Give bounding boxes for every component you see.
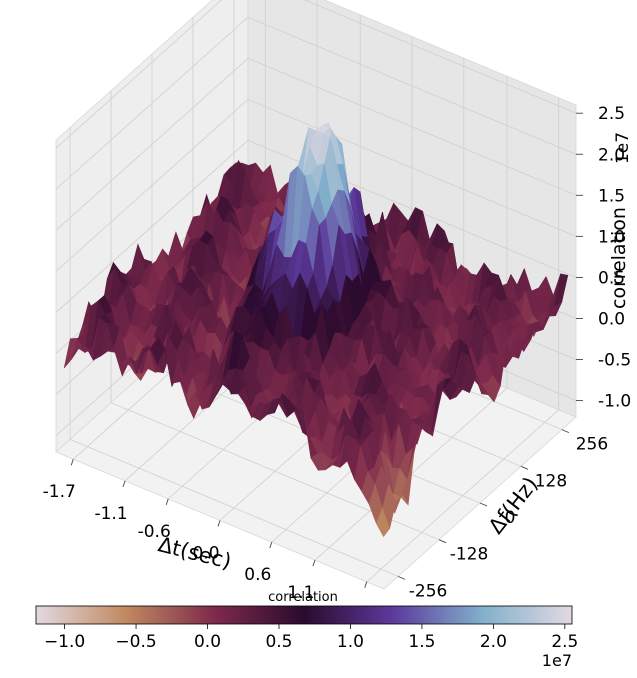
x-tick-label: 0.0	[192, 544, 219, 564]
colorbar-strip	[35, 605, 573, 625]
x-tick-label: 1.1	[287, 583, 314, 603]
colorbar-tick-label: 0.5	[265, 632, 292, 652]
x-tick-label: -1.1	[94, 504, 127, 524]
y-tick-mark	[479, 502, 488, 507]
x-tick-label: 0.6	[244, 565, 271, 585]
colorbar-tick-label: −0.5	[115, 632, 156, 652]
gridline	[303, 0, 577, 114]
y-tick-mark	[397, 575, 406, 580]
x-tick-label: -1.7	[43, 482, 76, 502]
gridline	[247, 57, 577, 196]
colorbar-tick-label: 0.0	[194, 632, 221, 652]
colorbar-multiplier: 1e7	[542, 651, 572, 670]
gridline	[55, 16, 249, 190]
y-tick-label: 128	[535, 471, 567, 491]
colorbar-tick-label: 2.0	[480, 632, 507, 652]
axes: -1.7-1.1-0.60.00.61.11.7-256-1280128256-…	[43, 104, 631, 625]
y-tick-label: 256	[576, 435, 608, 455]
surface-plot	[63, 122, 569, 538]
colorbar-tick-label: 2.5	[551, 632, 578, 652]
y-tick-label: -128	[450, 545, 489, 565]
gridline	[55, 58, 249, 231]
gridline	[69, 439, 399, 577]
colorbar-ticks: −1.0 −0.5 0.0 0.5 1.0 1.5 2.0 2.5	[44, 624, 578, 652]
gridline	[247, 16, 577, 155]
x-axis-label: Δt(sec)	[156, 532, 234, 573]
gridline	[55, 0, 223, 149]
colorbar-tick-label: 1.5	[408, 632, 435, 652]
z-tick-label: -1.0	[598, 392, 631, 412]
x-tick-label: -0.6	[138, 522, 171, 542]
z-tick-label: 0.0	[598, 309, 625, 329]
gridline	[247, 98, 577, 237]
z-tick-label: 1.5	[598, 186, 625, 206]
x-tick-mark	[70, 459, 74, 466]
x-tick-mark	[217, 520, 221, 527]
colorbar: correlation −1.0 −0.5 0.0 0.5 1.0 1.5 2.0 2.5 1…	[35, 590, 578, 670]
z-tick-label: 1.0	[598, 227, 625, 247]
y-tick-label: 0	[505, 508, 516, 528]
z-tick-label: 2.0	[598, 145, 625, 165]
colorbar-tick-label: −1.0	[44, 632, 85, 652]
y-tick-mark	[561, 429, 570, 434]
y-tick-label: -256	[409, 581, 448, 601]
z-tick-label: 2.5	[598, 104, 625, 124]
gridline	[55, 99, 249, 272]
z-tick-label: -0.5	[598, 351, 631, 371]
x-tick-mark	[165, 498, 169, 506]
x-tick-mark	[269, 541, 273, 549]
surface-patch	[375, 507, 391, 538]
x-tick-mark	[122, 480, 126, 487]
colorbar-title: correlation	[268, 590, 338, 605]
x-tick-mark	[364, 581, 368, 588]
x-tick-mark	[312, 560, 316, 567]
y-tick-mark	[520, 465, 529, 470]
z-tick-label: 0.5	[598, 268, 625, 288]
z-axis-label: correlation	[608, 207, 630, 309]
z-axis-multiplier: 1e7	[613, 132, 633, 164]
colorbar-tick-label: 1.0	[337, 632, 364, 652]
y-tick-mark	[438, 539, 447, 544]
gridline	[55, 140, 249, 313]
